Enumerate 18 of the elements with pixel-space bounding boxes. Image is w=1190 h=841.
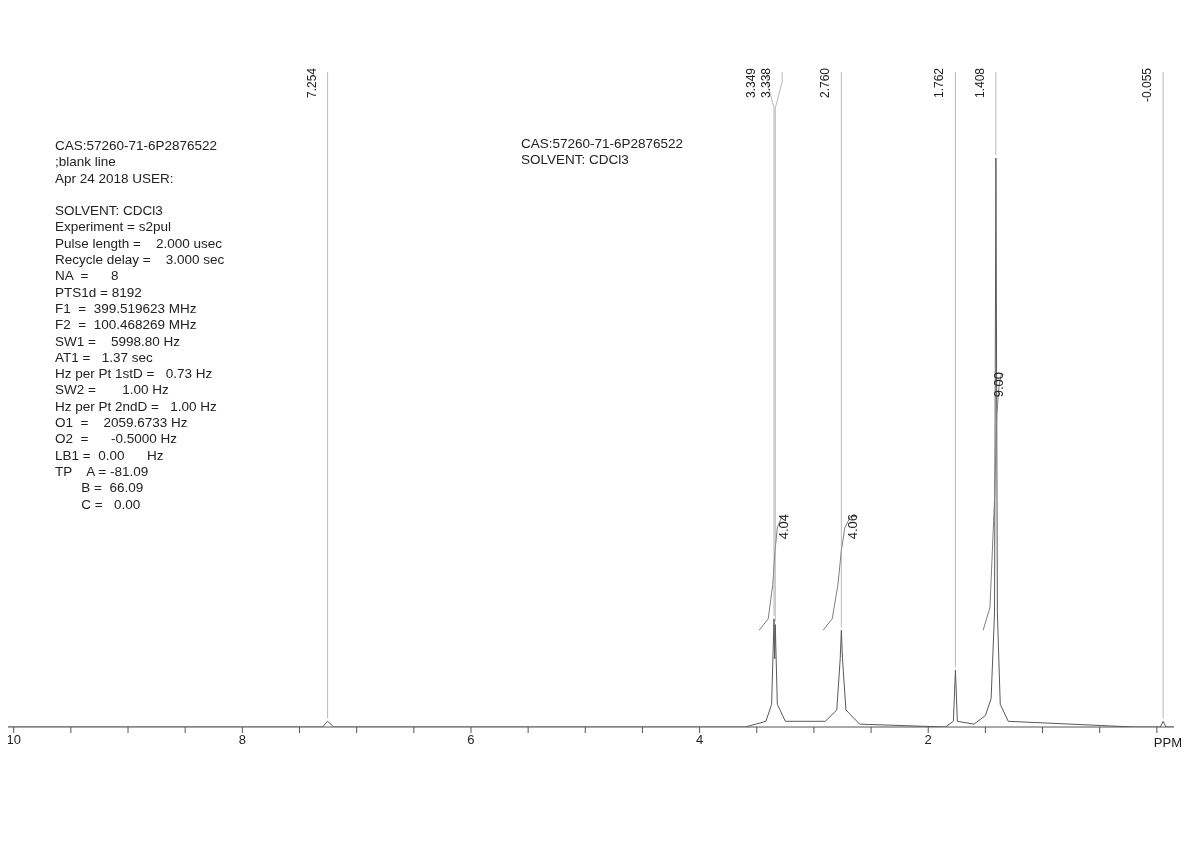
annotation: 7.254 [303, 68, 320, 99]
x-tick-label: 2 [924, 732, 932, 748]
annotation: 9.00 [991, 372, 1008, 398]
annotation: 3.349 [743, 68, 760, 99]
x-axis-title: PPM [1153, 735, 1182, 750]
x-tick-label: 6 [467, 732, 475, 748]
x-tick-label: 8 [238, 732, 246, 748]
annotation: CAS:57260-71-6P2876522 SOLVENT: CDCl3 [521, 136, 684, 169]
x-tick-label: 4 [695, 732, 704, 748]
annotation: 1.408 [971, 68, 988, 99]
x-tick-label: 10 [6, 732, 21, 748]
annotation: 4.06 [845, 514, 862, 540]
annotation: 1.762 [931, 68, 948, 99]
text: CAS:57260-71-6P2876522 ;blank line Apr 24 2018 USER: SOLVENT: CDCl3 Experiment = s2pul Pulse length = 2.000 usec Recycle delay = 3.000 sec NA = 8 PTS1d = 8192 F1 = 399.519623 MHz F2 = 100.468269 MHz SW1 = 5998.80 Hz AT1 = 1.37 sec Hz per Pt 1stD = 0.73 Hz SW2 = 1.00 Hz Hz per Pt 2ndD = 1.00 Hz O1 = 2059.6733 Hz O2 = -0.5000 Hz LB1 = 0.00 Hz TP A = -81.09 B = 66.09 C = 0.00 [55, 138, 225, 512]
annotation: 3.338 [758, 68, 775, 99]
annotation: 2.760 [817, 68, 834, 99]
annotation: 4.04 [776, 514, 793, 540]
annotation: -0.055 [1139, 68, 1156, 103]
